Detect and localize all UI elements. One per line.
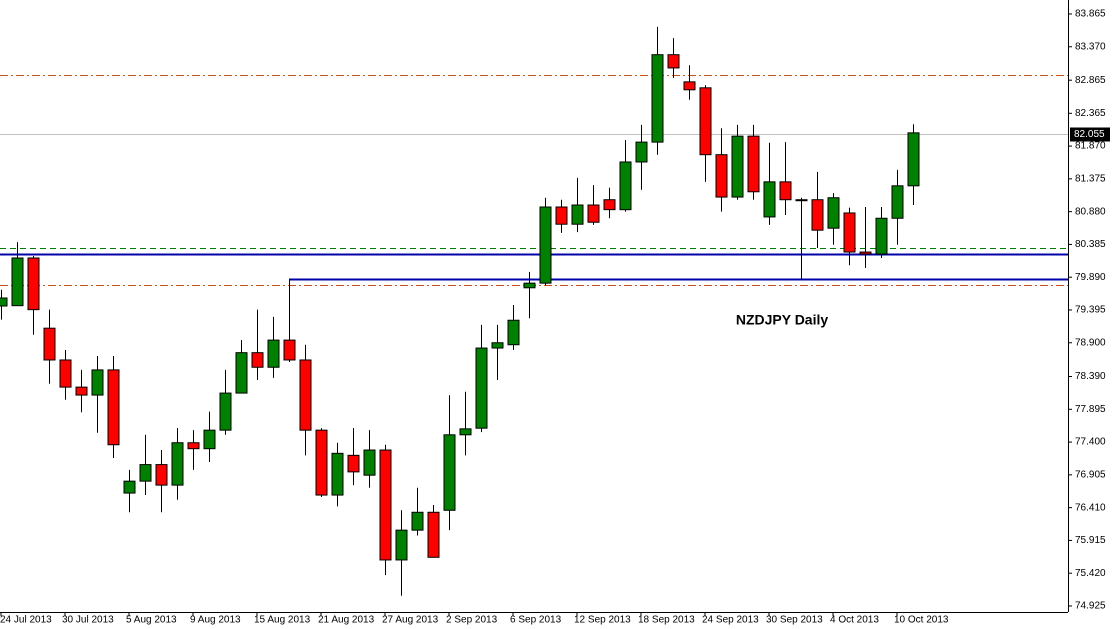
- candle-body: [603, 199, 616, 211]
- candle-body: [139, 464, 152, 482]
- y-tick-label: 82.865: [1075, 75, 1106, 86]
- candle-body: [203, 429, 216, 450]
- candle-body: [283, 339, 296, 361]
- y-tick-label: 83.865: [1075, 9, 1106, 20]
- y-tick-label: 75.420: [1075, 568, 1106, 579]
- candle-body: [779, 181, 792, 201]
- candle-body: [11, 257, 24, 307]
- candle-body: [347, 454, 360, 473]
- candle-body: [267, 339, 280, 368]
- candle-body: [123, 480, 136, 494]
- x-tick-label: 24 Sep 2013: [702, 615, 759, 626]
- candle-body: [411, 511, 424, 531]
- candle-body: [0, 297, 8, 307]
- candle-body: [363, 449, 376, 476]
- candle-body: [107, 369, 120, 446]
- y-tick-label: 75.915: [1075, 535, 1106, 546]
- candle-body: [619, 161, 632, 211]
- candle-body: [891, 185, 904, 219]
- x-tick-label: 10 Oct 2013: [894, 615, 949, 626]
- current-price-label: 82.055: [1074, 129, 1105, 140]
- candle-body: [171, 442, 184, 486]
- y-tick-label: 83.370: [1075, 41, 1106, 52]
- candle-body: [27, 257, 40, 311]
- x-tick-label: 27 Aug 2013: [382, 615, 439, 626]
- candle-body: [827, 197, 840, 229]
- candle-body: [443, 434, 456, 511]
- candle-body: [747, 135, 760, 193]
- candle-body: [75, 386, 88, 396]
- y-tick-label: 81.870: [1075, 141, 1106, 152]
- candle-body: [763, 181, 776, 218]
- chart-annotation: NZDJPY Daily: [736, 312, 829, 328]
- candle-body: [43, 327, 56, 361]
- candle-body: [507, 319, 520, 346]
- candle-body: [491, 342, 504, 349]
- x-tick-label: 30 Sep 2013: [766, 615, 823, 626]
- x-tick-label: 24 Jul 2013: [0, 615, 52, 626]
- y-tick-label: 80.880: [1075, 206, 1106, 217]
- y-tick-label: 81.375: [1075, 173, 1106, 184]
- x-tick-label: 21 Aug 2013: [318, 615, 375, 626]
- x-tick-label: 4 Oct 2013: [830, 615, 879, 626]
- candle-body: [315, 429, 328, 496]
- x-tick-label: 15 Aug 2013: [254, 615, 311, 626]
- x-tick-label: 2 Sep 2013: [446, 615, 498, 626]
- candle-body: [651, 54, 664, 143]
- y-tick-label: 74.925: [1075, 601, 1106, 612]
- current-price-box: [1070, 127, 1110, 142]
- y-tick-label: 78.390: [1075, 371, 1106, 382]
- y-tick-label: 79.395: [1075, 305, 1106, 316]
- y-tick-label: 80.385: [1075, 239, 1106, 250]
- candle-body: [635, 141, 648, 163]
- candle-body: [235, 352, 248, 394]
- candle-body: [571, 204, 584, 225]
- y-tick-label: 77.895: [1075, 404, 1106, 415]
- candle-body: [379, 449, 392, 561]
- candle-body: [811, 199, 824, 231]
- candle-body: [155, 464, 168, 486]
- candle-body: [795, 199, 808, 202]
- candle-body: [731, 135, 744, 198]
- candle-body: [475, 347, 488, 429]
- candle-body: [219, 392, 232, 431]
- candle-body: [331, 452, 344, 496]
- y-tick-label: 77.400: [1075, 437, 1106, 448]
- candle-body: [91, 369, 104, 396]
- candle-body: [587, 204, 600, 223]
- candle-body: [667, 54, 680, 69]
- candle-body: [59, 359, 72, 388]
- x-tick-label: 5 Aug 2013: [126, 615, 177, 626]
- y-tick-label: 79.890: [1075, 272, 1106, 283]
- y-tick-label: 82.365: [1075, 108, 1106, 119]
- candle-body: [715, 154, 728, 198]
- y-tick-label: 76.905: [1075, 470, 1106, 481]
- candle-body: [683, 81, 696, 91]
- candle-body: [187, 442, 200, 450]
- x-tick-label: 18 Sep 2013: [638, 615, 695, 626]
- plot-area: [0, 26, 1068, 596]
- x-tick-label: 6 Sep 2013: [510, 615, 562, 626]
- candle-body: [843, 212, 856, 253]
- candle-body: [699, 87, 712, 156]
- candle-body: [395, 529, 408, 561]
- y-tick-label: 78.900: [1075, 337, 1106, 348]
- candle-body: [539, 206, 552, 284]
- y-tick-label: 76.410: [1075, 502, 1106, 513]
- candle-body: [875, 217, 888, 255]
- candle-body: [299, 359, 312, 431]
- candle-body: [555, 206, 568, 225]
- candle-body: [907, 132, 920, 187]
- candle-body: [859, 251, 872, 255]
- x-tick-label: 9 Aug 2013: [190, 615, 241, 626]
- candle-body: [523, 282, 536, 289]
- candle-body: [427, 511, 440, 558]
- x-tick-label: 12 Sep 2013: [574, 615, 631, 626]
- candle-body: [251, 352, 264, 368]
- x-tick-label: 30 Jul 2013: [62, 615, 114, 626]
- candle-body: [459, 428, 472, 436]
